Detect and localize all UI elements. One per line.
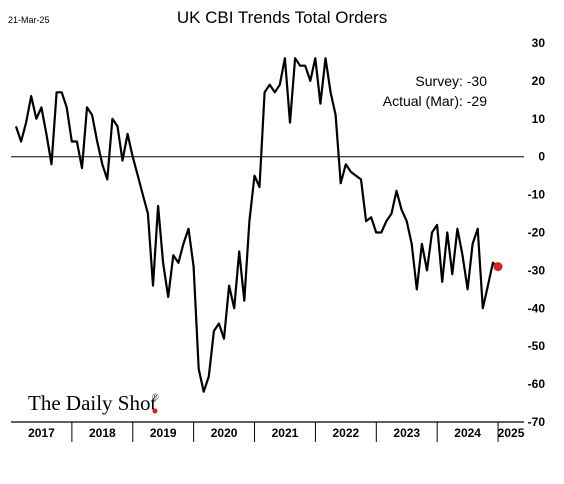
date-stamp: 21-Mar-25	[8, 15, 50, 25]
latest-value-marker	[493, 262, 503, 272]
y-tick-label: -40	[528, 301, 546, 315]
brand-registered: ®	[152, 392, 159, 402]
x-year-label: 2022	[333, 426, 360, 440]
y-tick-label: 10	[532, 112, 546, 126]
series-line	[14, 57, 499, 393]
y-tick-label: -30	[528, 263, 546, 277]
y-tick-label: -70	[528, 415, 546, 429]
x-year-label: 2023	[393, 426, 420, 440]
y-tick-label: 20	[532, 74, 546, 88]
actual-annotation: Actual (Mar): -29	[383, 93, 487, 109]
chart-title: UK CBI Trends Total Orders	[177, 8, 387, 27]
x-year-label: 2024	[454, 426, 481, 440]
x-year-label: 2019	[150, 426, 177, 440]
y-tick-label: -50	[528, 339, 546, 353]
y-tick-label: 30	[532, 36, 546, 50]
y-tick-label: 0	[538, 150, 545, 164]
y-tick-label: -60	[528, 377, 546, 391]
survey-annotation: Survey: -30	[415, 73, 487, 89]
y-tick-label: -10	[528, 188, 546, 202]
y-axis-tick-labels: 30 20 10 0 -10 -20 -30 -40 -50 -60 -70	[528, 36, 546, 429]
x-year-label: 2025	[498, 426, 525, 440]
x-year-label: 2021	[272, 426, 299, 440]
brand-dot	[152, 408, 158, 414]
x-year-label: 2018	[89, 426, 116, 440]
x-axis-year-labels: 2017 2018 2019 2020 2021 2022 2023 2024 2025	[28, 422, 525, 442]
brand-name: The Daily Shot	[28, 391, 156, 415]
x-year-label: 2017	[28, 426, 55, 440]
x-year-label: 2020	[211, 426, 238, 440]
brand-logo: The Daily Shot ®	[28, 391, 159, 415]
y-tick-label: -20	[528, 226, 546, 240]
